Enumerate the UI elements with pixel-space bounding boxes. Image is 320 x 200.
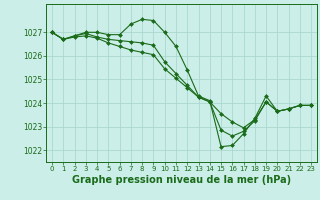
X-axis label: Graphe pression niveau de la mer (hPa): Graphe pression niveau de la mer (hPa)	[72, 175, 291, 185]
